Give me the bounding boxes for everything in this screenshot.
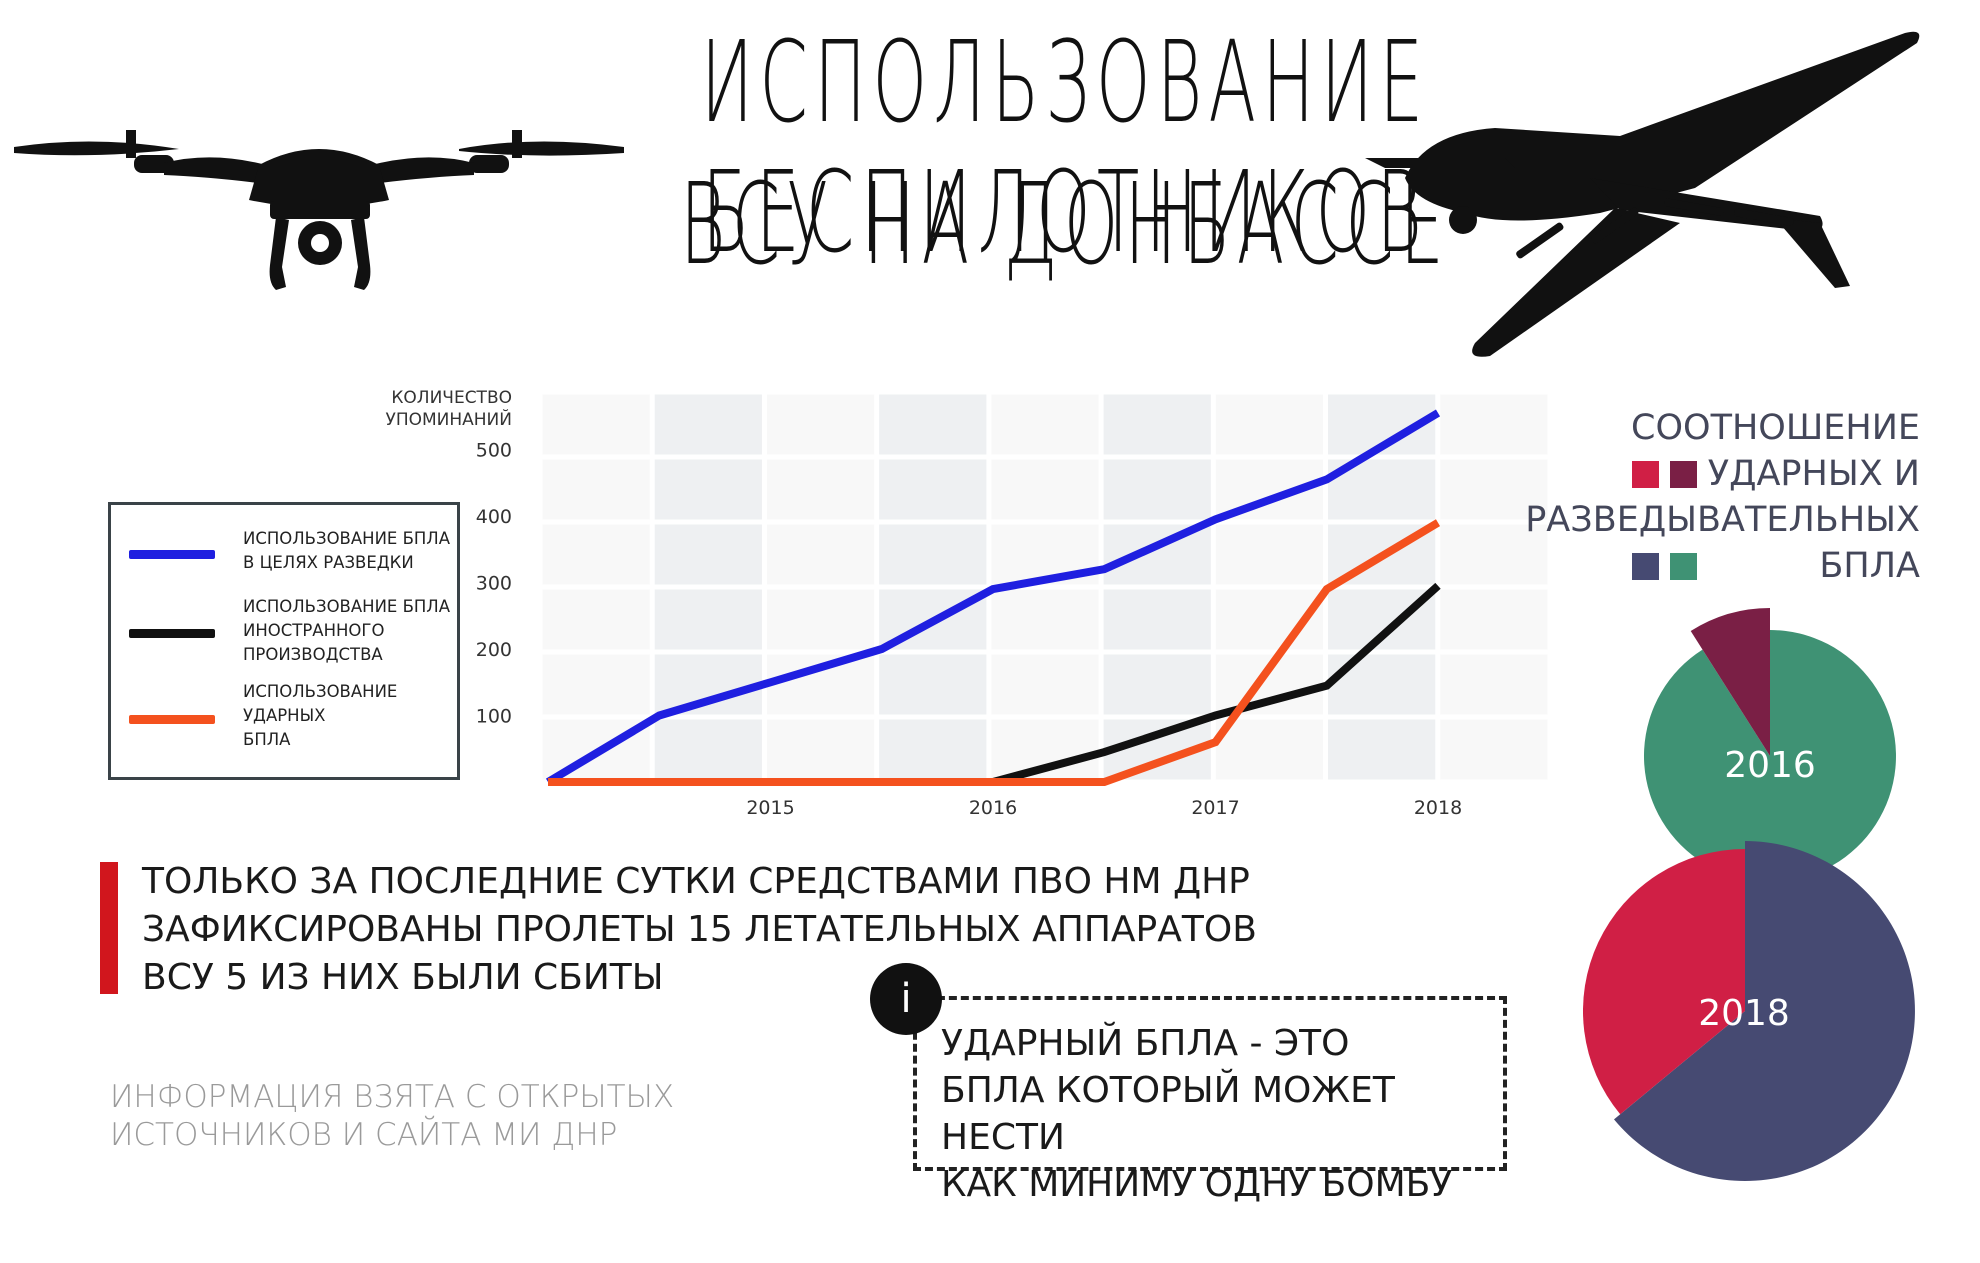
legend-swatch-strike (129, 715, 215, 724)
fact-text: ТОЛЬКО ЗА ПОСЛЕДНИЕ СУТКИ СРЕДСТВАМИ ПВО… (142, 861, 1257, 998)
ratio-swatch-recon-2018 (1632, 553, 1659, 580)
chart-series (545, 409, 1441, 786)
legend-label-strike: ИСПОЛЬЗОВАНИЕ УДАРНЫХ БПЛА (243, 682, 398, 749)
pie-2016 (1643, 608, 1896, 882)
info-box: УДАРНЫЙ БПЛА - ЭТО БПЛА КОТОРЫЙ МОЖЕТ НЕ… (913, 996, 1507, 1205)
chart-ticks: 100 200 300 400 500 2015 2016 2017 2018 (476, 440, 1462, 820)
x-tick-label: 2015 (746, 797, 794, 819)
y-axis-label-line-2: УПОМИНАНИЙ (385, 410, 512, 430)
info-icon: i (870, 963, 942, 1035)
series-line-0 (545, 409, 1441, 786)
y-tick-label: 100 (476, 706, 512, 728)
y-tick-label: 500 (476, 440, 512, 462)
military-uav-aircraft-icon (1365, 31, 1920, 357)
x-tick-label: 2017 (1191, 797, 1239, 819)
y-axis-label-line-1: КОЛИЧЕСТВО (391, 388, 512, 408)
chart-legend: ИСПОЛЬЗОВАНИЕ БПЛА В ЦЕЛЯХ РАЗВЕДКИ ИСПО… (108, 502, 460, 780)
info-text: УДАРНЫЙ БПЛА - ЭТО БПЛА КОТОРЫЙ МОЖЕТ НЕ… (941, 1023, 1453, 1205)
pie-2018-slice-recon (1614, 841, 1915, 1181)
x-tick-label: 2016 (969, 797, 1017, 819)
y-tick-label: 300 (476, 573, 512, 595)
source-note: ИНФОРМАЦИЯ ВЗЯТА С ОТКРЫТЫХ ИСТОЧНИКОВ И… (110, 1079, 675, 1153)
x-tick-label: 2018 (1414, 797, 1462, 819)
legend-swatch-foreign (129, 629, 215, 638)
ratio-title: СООТНОШЕНИЕ УДАРНЫХ И РАЗВЕДЫВАТЕЛЬНЫХ Б… (1525, 408, 1920, 586)
legend-swatch-recon (129, 550, 215, 559)
pie-2018-slice-strike (1582, 849, 1745, 1115)
y-tick-label: 200 (476, 639, 512, 661)
legend-label-recon: ИСПОЛЬЗОВАНИЕ БПЛА В ЦЕЛЯХ РАЗВЕДКИ (243, 529, 450, 572)
pie-2016-label: 2016 (1724, 745, 1816, 786)
page-title-line-2: ВСУ НА ДОНБАССЕ (680, 160, 1450, 290)
page-title-line-1: ИСПОЛЬЗОВАНИЕ БЕСПИЛОТНИКОВ (700, 18, 1430, 278)
ratio-swatch-strike-2016 (1670, 461, 1697, 488)
ratio-swatch-strike-2018 (1632, 461, 1659, 488)
ratio-swatch-recon-2016 (1670, 553, 1697, 580)
y-tick-label: 400 (476, 506, 512, 528)
quadcopter-drone-icon (14, 130, 624, 290)
pie-2016-slice-recon (1643, 630, 1896, 882)
pie-2016-slice-strike (1690, 608, 1770, 756)
legend-label-foreign: ИСПОЛЬЗОВАНИЕ БПЛА ИНОСТРАННОГО ПРОИЗВОД… (243, 597, 450, 664)
pie-2018-label: 2018 (1698, 993, 1790, 1034)
fact-accent-bar (100, 862, 118, 994)
chart-grid (537, 389, 1553, 785)
pie-2018 (1582, 841, 1915, 1181)
series-line-2 (548, 519, 1441, 786)
